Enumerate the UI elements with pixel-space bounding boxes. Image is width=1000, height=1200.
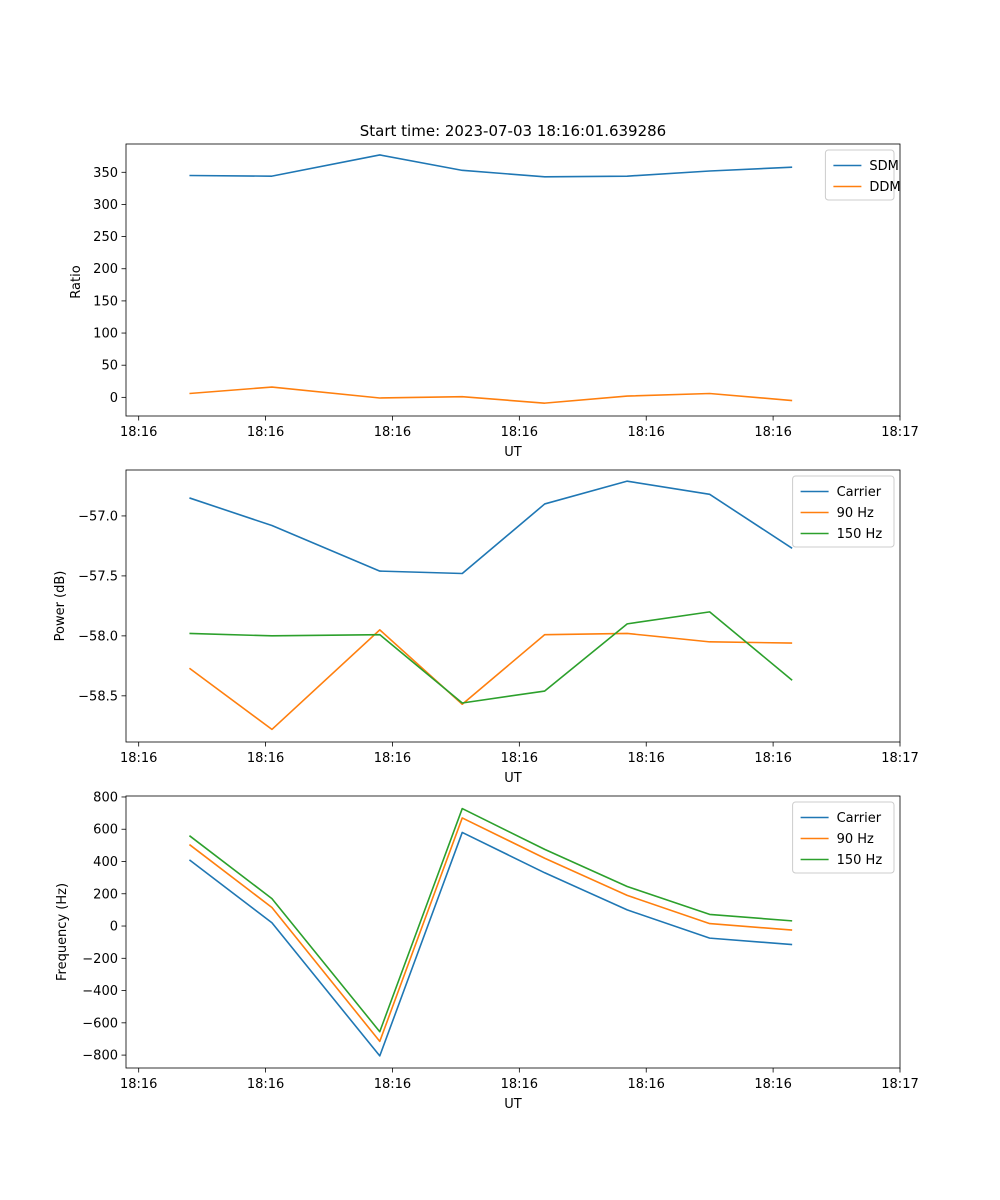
frequency-axes-frame (125, 795, 901, 1069)
legend-label: 150 Hz (837, 853, 883, 868)
ratio-x-axis: 18:16 18:16 18:16 18:16 18:16 18:16 18:17 (120, 416, 919, 440)
x-tick-label: 18:16 (374, 425, 411, 440)
power-x-axis: 18:16 18:16 18:16 18:16 18:16 18:16 18:17 (120, 742, 919, 766)
legend-label: 150 Hz (837, 527, 883, 542)
chart-title: Start time: 2023-07-03 18:16:01.639286 (360, 122, 666, 140)
x-tick-label: 18:16 (120, 425, 157, 440)
frequency-y-axis-label: Frequency (Hz) (55, 883, 70, 981)
ratio-chart-panel: Start time: 2023-07-03 18:16:01.639286 1… (69, 122, 919, 460)
x-tick-label: 18:16 (627, 751, 664, 766)
legend-label: Carrier (837, 811, 882, 826)
x-tick-label: 18:17 (881, 751, 918, 766)
x-tick-label: 18:16 (627, 425, 664, 440)
series-line-carrier (189, 480, 793, 575)
series-line-sdm (189, 154, 793, 178)
ratio-plot-area (189, 154, 793, 404)
legend-frame (824, 149, 895, 201)
x-tick-label: 18:17 (881, 425, 918, 440)
x-tick-label: 18:16 (501, 751, 538, 766)
y-tick-label: 100 (93, 327, 118, 342)
y-tick-label: 800 (93, 790, 118, 805)
y-tick-label: −57.5 (78, 569, 118, 584)
power-axes-frame (125, 469, 901, 743)
y-tick-label: −57.0 (78, 509, 118, 524)
y-tick-label: 300 (93, 198, 118, 213)
y-tick-label: −58.0 (78, 629, 118, 644)
legend-frame (792, 801, 895, 874)
x-tick-label: 18:16 (627, 1077, 664, 1092)
y-tick-label: −600 (82, 1016, 118, 1031)
x-tick-label: 18:17 (881, 1077, 918, 1092)
y-tick-label: −200 (82, 952, 118, 967)
frequency-x-axis-label: UT (504, 1097, 522, 1112)
legend-frame (792, 475, 895, 548)
x-tick-label: 18:16 (501, 1077, 538, 1092)
y-tick-label: 250 (93, 230, 118, 245)
ratio-axes-frame (125, 143, 901, 417)
y-tick-label: 200 (93, 887, 118, 902)
x-tick-label: 18:16 (374, 751, 411, 766)
x-tick-label: 18:16 (120, 1077, 157, 1092)
frequency-chart-panel: 18:16 18:16 18:16 18:16 18:16 18:16 18:17 −800… (55, 790, 919, 1112)
y-tick-label: −58.5 (78, 689, 118, 704)
y-tick-label: 600 (93, 823, 118, 838)
power-x-axis-label: UT (504, 771, 522, 786)
ratio-y-axis-label: Ratio (69, 265, 84, 298)
x-tick-label: 18:16 (754, 1077, 791, 1092)
power-y-axis-label: Power (dB) (53, 571, 68, 642)
legend-label: DDM (869, 180, 900, 195)
ratio-y-axis: 0 50 100 150 200 250 300 350 (93, 166, 126, 406)
frequency-plot-area (188, 807, 793, 1057)
x-tick-label: 18:16 (754, 751, 791, 766)
series-line-90-hz (188, 817, 793, 1043)
series-line-150-hz (188, 807, 793, 1033)
y-tick-label: 200 (93, 262, 118, 277)
series-line-90-hz (188, 629, 793, 731)
x-tick-label: 18:16 (374, 1077, 411, 1092)
y-tick-label: 400 (93, 855, 118, 870)
x-tick-label: 18:16 (247, 425, 284, 440)
legend-label: SDM (869, 159, 898, 174)
y-tick-label: 0 (110, 391, 118, 406)
y-tick-label: 50 (101, 359, 118, 374)
y-tick-label: −800 (82, 1049, 118, 1064)
power-legend: Carrier 90 Hz 150 Hz (792, 475, 895, 548)
x-tick-label: 18:16 (754, 425, 791, 440)
series-line-ddm (189, 386, 793, 404)
power-y-axis: −58.5 −58.0 −57.5 −57.0 (78, 509, 126, 704)
legend-label: 90 Hz (837, 506, 874, 521)
power-chart-panel: 18:16 18:16 18:16 18:16 18:16 18:16 18:17 −58.… (53, 469, 919, 786)
y-tick-label: 0 (110, 920, 118, 935)
series-line-150-hz (189, 611, 793, 704)
x-tick-label: 18:16 (501, 425, 538, 440)
y-tick-label: 350 (93, 166, 118, 181)
series-line-carrier (188, 831, 793, 1057)
power-plot-area (188, 480, 793, 731)
frequency-x-axis: 18:16 18:16 18:16 18:16 18:16 18:16 18:17 (120, 1068, 919, 1092)
legend-label: 90 Hz (837, 832, 874, 847)
y-tick-label: −400 (82, 984, 118, 999)
legend-label: Carrier (837, 485, 882, 500)
x-tick-label: 18:16 (120, 751, 157, 766)
frequency-legend: Carrier 90 Hz 150 Hz (792, 801, 895, 874)
ratio-legend: SDM DDM (824, 149, 901, 201)
y-tick-label: 150 (93, 294, 118, 309)
ratio-x-axis-label: UT (504, 445, 522, 460)
x-tick-label: 18:16 (247, 751, 284, 766)
x-tick-label: 18:16 (247, 1077, 284, 1092)
frequency-y-axis: −800 −600 −400 −200 0 200 400 600 800 (82, 790, 126, 1064)
